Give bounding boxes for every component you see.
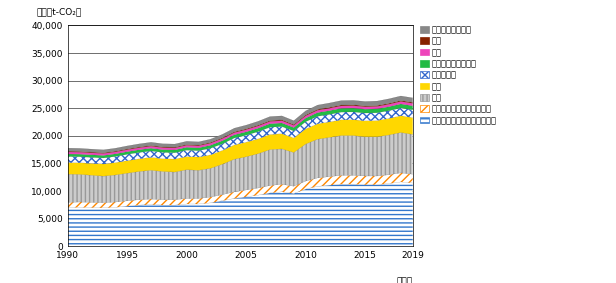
- Text: （百万t-CO₂）: （百万t-CO₂）: [37, 8, 82, 17]
- Legend: 最終消費・その他, 漁業, 農業, 商業・公共サービス, 住宅・家庭, 輸送, 産業, エネルギー転換（その他）, エネルギー転換（電気・熱）: 最終消費・その他, 漁業, 農業, 商業・公共サービス, 住宅・家庭, 輸送, …: [420, 25, 496, 125]
- Text: （年）: （年）: [397, 277, 413, 283]
